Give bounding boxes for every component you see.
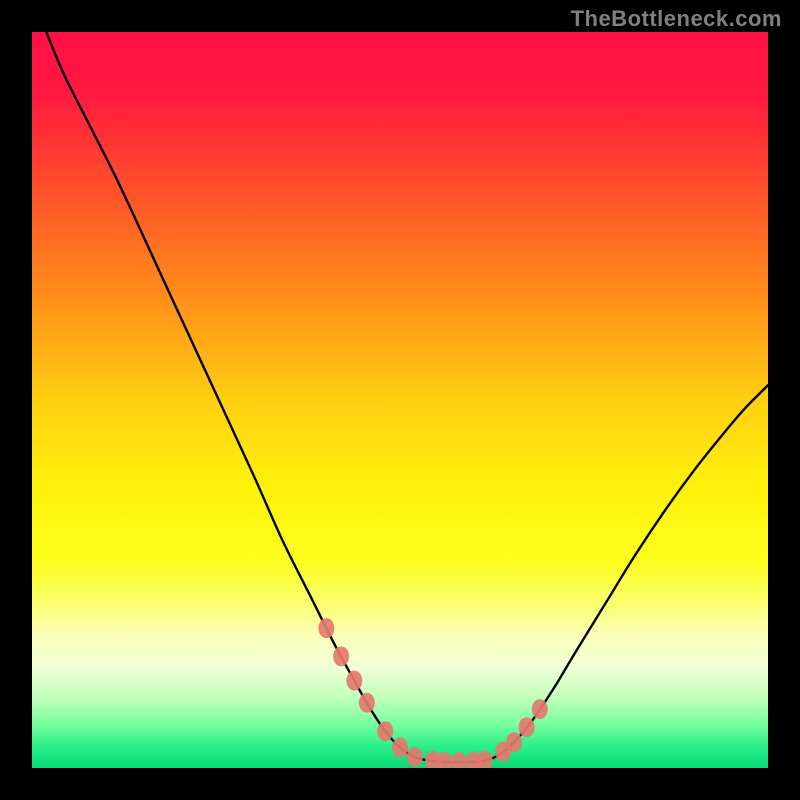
curve-marker [451, 752, 467, 768]
attribution-label: TheBottleneck.com [571, 6, 782, 32]
curve-layer [32, 32, 768, 768]
curve-marker [477, 751, 493, 768]
curve-marker [519, 717, 535, 737]
curve-marker [532, 699, 548, 719]
bottleneck-curve [32, 32, 768, 762]
chart-container: TheBottleneck.com [0, 0, 800, 800]
curve-marker [318, 618, 334, 638]
curve-marker [407, 747, 423, 767]
curve-marker [333, 646, 349, 666]
curve-marker [506, 732, 522, 752]
curve-marker [346, 671, 362, 691]
curve-markers [318, 618, 547, 768]
curve-marker [392, 737, 408, 757]
curve-marker [359, 693, 375, 713]
curve-marker [377, 721, 393, 741]
plot-area [32, 32, 768, 768]
